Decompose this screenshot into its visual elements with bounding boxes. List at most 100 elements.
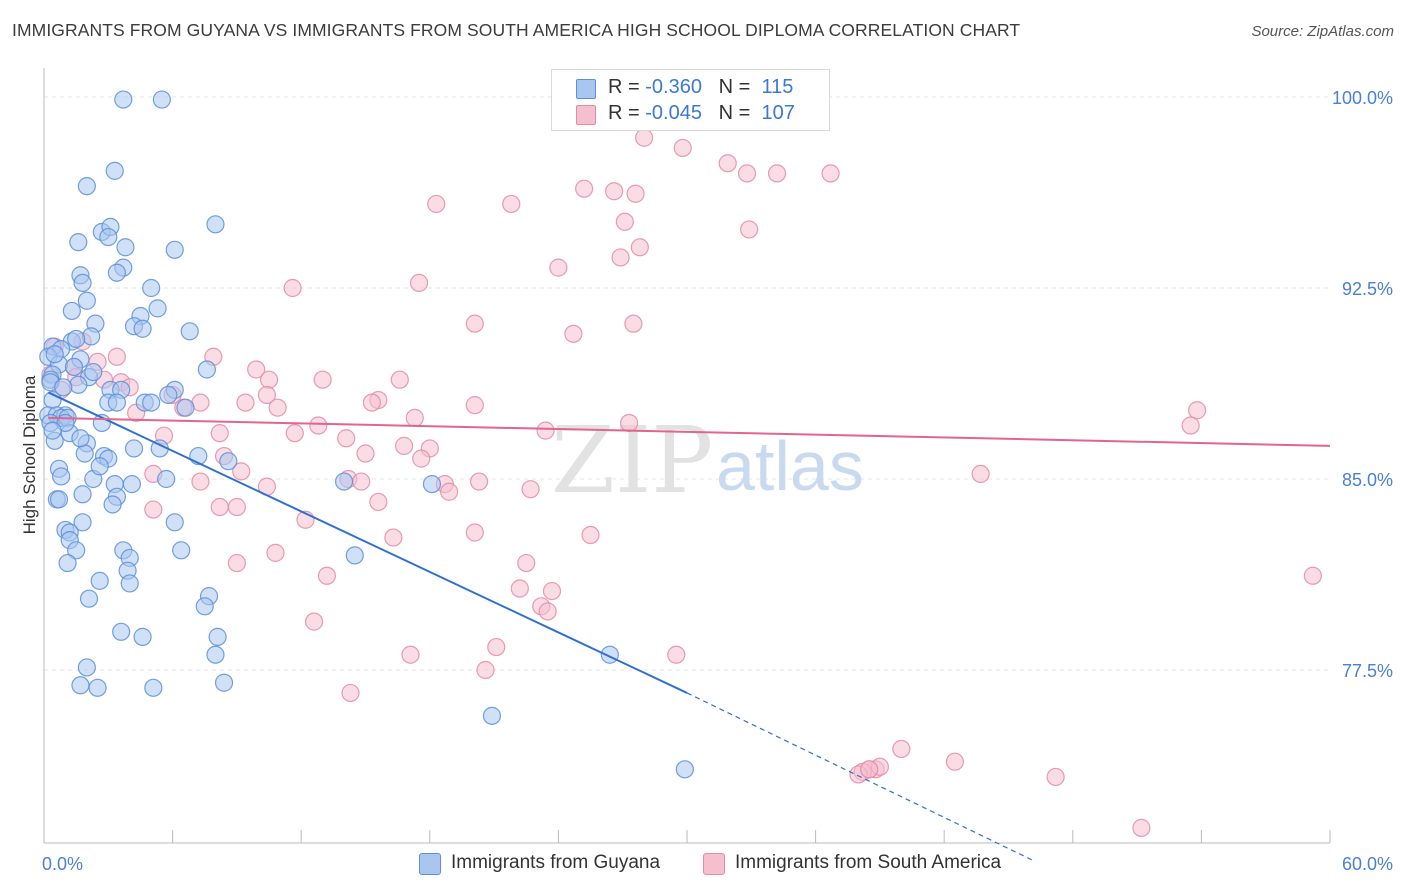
guyana-point — [88, 678, 107, 697]
guyana-point — [176, 398, 195, 417]
guyana-point — [675, 760, 694, 779]
guyana-point — [77, 658, 96, 677]
series-guyana-points — [39, 90, 694, 779]
guyana-point — [120, 574, 139, 593]
guyana-point — [73, 485, 92, 504]
guyana-point — [52, 467, 71, 486]
y-tick-label: 92.5% — [1342, 279, 1393, 299]
guyana-point — [334, 472, 354, 491]
south-america-point — [1046, 767, 1065, 787]
legend-n-value: 115 — [761, 76, 794, 98]
south-america-point — [767, 164, 787, 183]
guyana-point — [148, 299, 167, 318]
legend-swatch-guyana — [576, 79, 596, 99]
guyana-point — [103, 495, 122, 514]
bottom-legend-label-guyana: Immigrants from Guyana — [451, 852, 661, 873]
guyana-point — [133, 319, 152, 338]
guyana-point — [54, 378, 73, 397]
guyana-point — [75, 444, 94, 463]
guyana-point — [79, 589, 99, 608]
south-america-point — [341, 683, 360, 703]
south-america-point — [538, 602, 557, 621]
south-america-point — [236, 393, 255, 412]
guyana-point — [90, 457, 109, 476]
guyana-trend-line — [47, 391, 688, 694]
south-america-point — [667, 645, 686, 664]
guyana-point — [107, 393, 126, 412]
guyana-point — [84, 362, 103, 382]
south-america-point — [1188, 401, 1207, 420]
south-america-point — [313, 370, 332, 389]
south-america-point — [626, 184, 645, 203]
correlation-legend: R = -0.360 N = 115 R = -0.045 N = 107 — [551, 69, 830, 131]
south-america-point — [581, 525, 600, 545]
south-america-point — [615, 212, 634, 231]
bottom-legend-label-south-america: Immigrants from South America — [735, 852, 1002, 873]
guyana-point — [71, 676, 90, 695]
guyana-point — [73, 513, 92, 532]
axes — [43, 68, 1331, 844]
south-america-point — [1132, 818, 1151, 837]
south-america-point — [247, 360, 266, 379]
south-america-point — [283, 278, 302, 298]
y-tick-label: 100.0% — [1332, 88, 1393, 108]
watermark-atlas: atlas — [716, 427, 864, 505]
guyana-point — [159, 385, 178, 405]
chart-title: IMMIGRANTS FROM GUYANA VS IMMIGRANTS FRO… — [12, 20, 1021, 40]
south-america-point — [611, 248, 630, 267]
legend-r-label: R = — [608, 76, 646, 98]
guyana-point — [180, 322, 199, 341]
guyana-point — [112, 622, 131, 641]
guyana-point — [67, 541, 86, 560]
guyana-point — [69, 233, 88, 252]
guyana-point — [142, 278, 161, 298]
guyana-point — [62, 301, 81, 321]
south-america-point — [502, 194, 521, 214]
south-america-point — [673, 138, 692, 158]
guyana-point — [172, 541, 191, 560]
south-america-point — [409, 273, 429, 293]
guyana-point — [82, 327, 101, 346]
south-america-point — [352, 472, 371, 491]
south-america-point — [549, 258, 568, 277]
x-tick-label: 0.0% — [42, 854, 83, 874]
guyana-point — [77, 177, 96, 196]
south-america-point — [356, 444, 375, 463]
guyana-point — [214, 673, 234, 692]
guyana-point — [142, 393, 161, 412]
south-america-point — [304, 612, 324, 631]
guyana-point — [482, 706, 502, 725]
south-america-point — [564, 324, 583, 343]
south-america-point — [317, 566, 337, 585]
guyana-point — [64, 357, 84, 377]
guyana-point — [45, 345, 64, 364]
guyana-point — [58, 553, 77, 573]
y-tick-label: 85.0% — [1342, 470, 1393, 490]
guyana-point — [197, 360, 216, 379]
south-america-point — [394, 436, 414, 455]
guyana-point — [195, 597, 214, 616]
south-america-point — [384, 528, 403, 547]
tick-labels: 100.0% 92.5% 85.0% 77.5% 0.0% 60.0% — [42, 88, 1393, 874]
south-america-point — [405, 408, 424, 427]
guyana-point — [122, 474, 141, 494]
south-america-point — [1303, 566, 1322, 585]
south-america-point — [191, 472, 210, 491]
guyana-point — [133, 627, 152, 646]
guyana-point — [107, 263, 126, 282]
south-america-point — [285, 424, 304, 443]
south-america-point — [620, 413, 639, 433]
south-america-point — [542, 581, 562, 601]
legend-r-label: R = — [608, 102, 646, 124]
south-america-point — [309, 416, 328, 435]
south-america-point — [624, 314, 643, 333]
south-america-point — [227, 553, 246, 573]
guyana-point — [105, 161, 124, 180]
guyana-point — [49, 490, 69, 509]
guyana-point — [116, 238, 135, 257]
south-america-point — [465, 523, 484, 542]
south-america-point — [266, 543, 285, 562]
south-america-point — [510, 579, 529, 598]
trend-lines — [47, 391, 1331, 862]
